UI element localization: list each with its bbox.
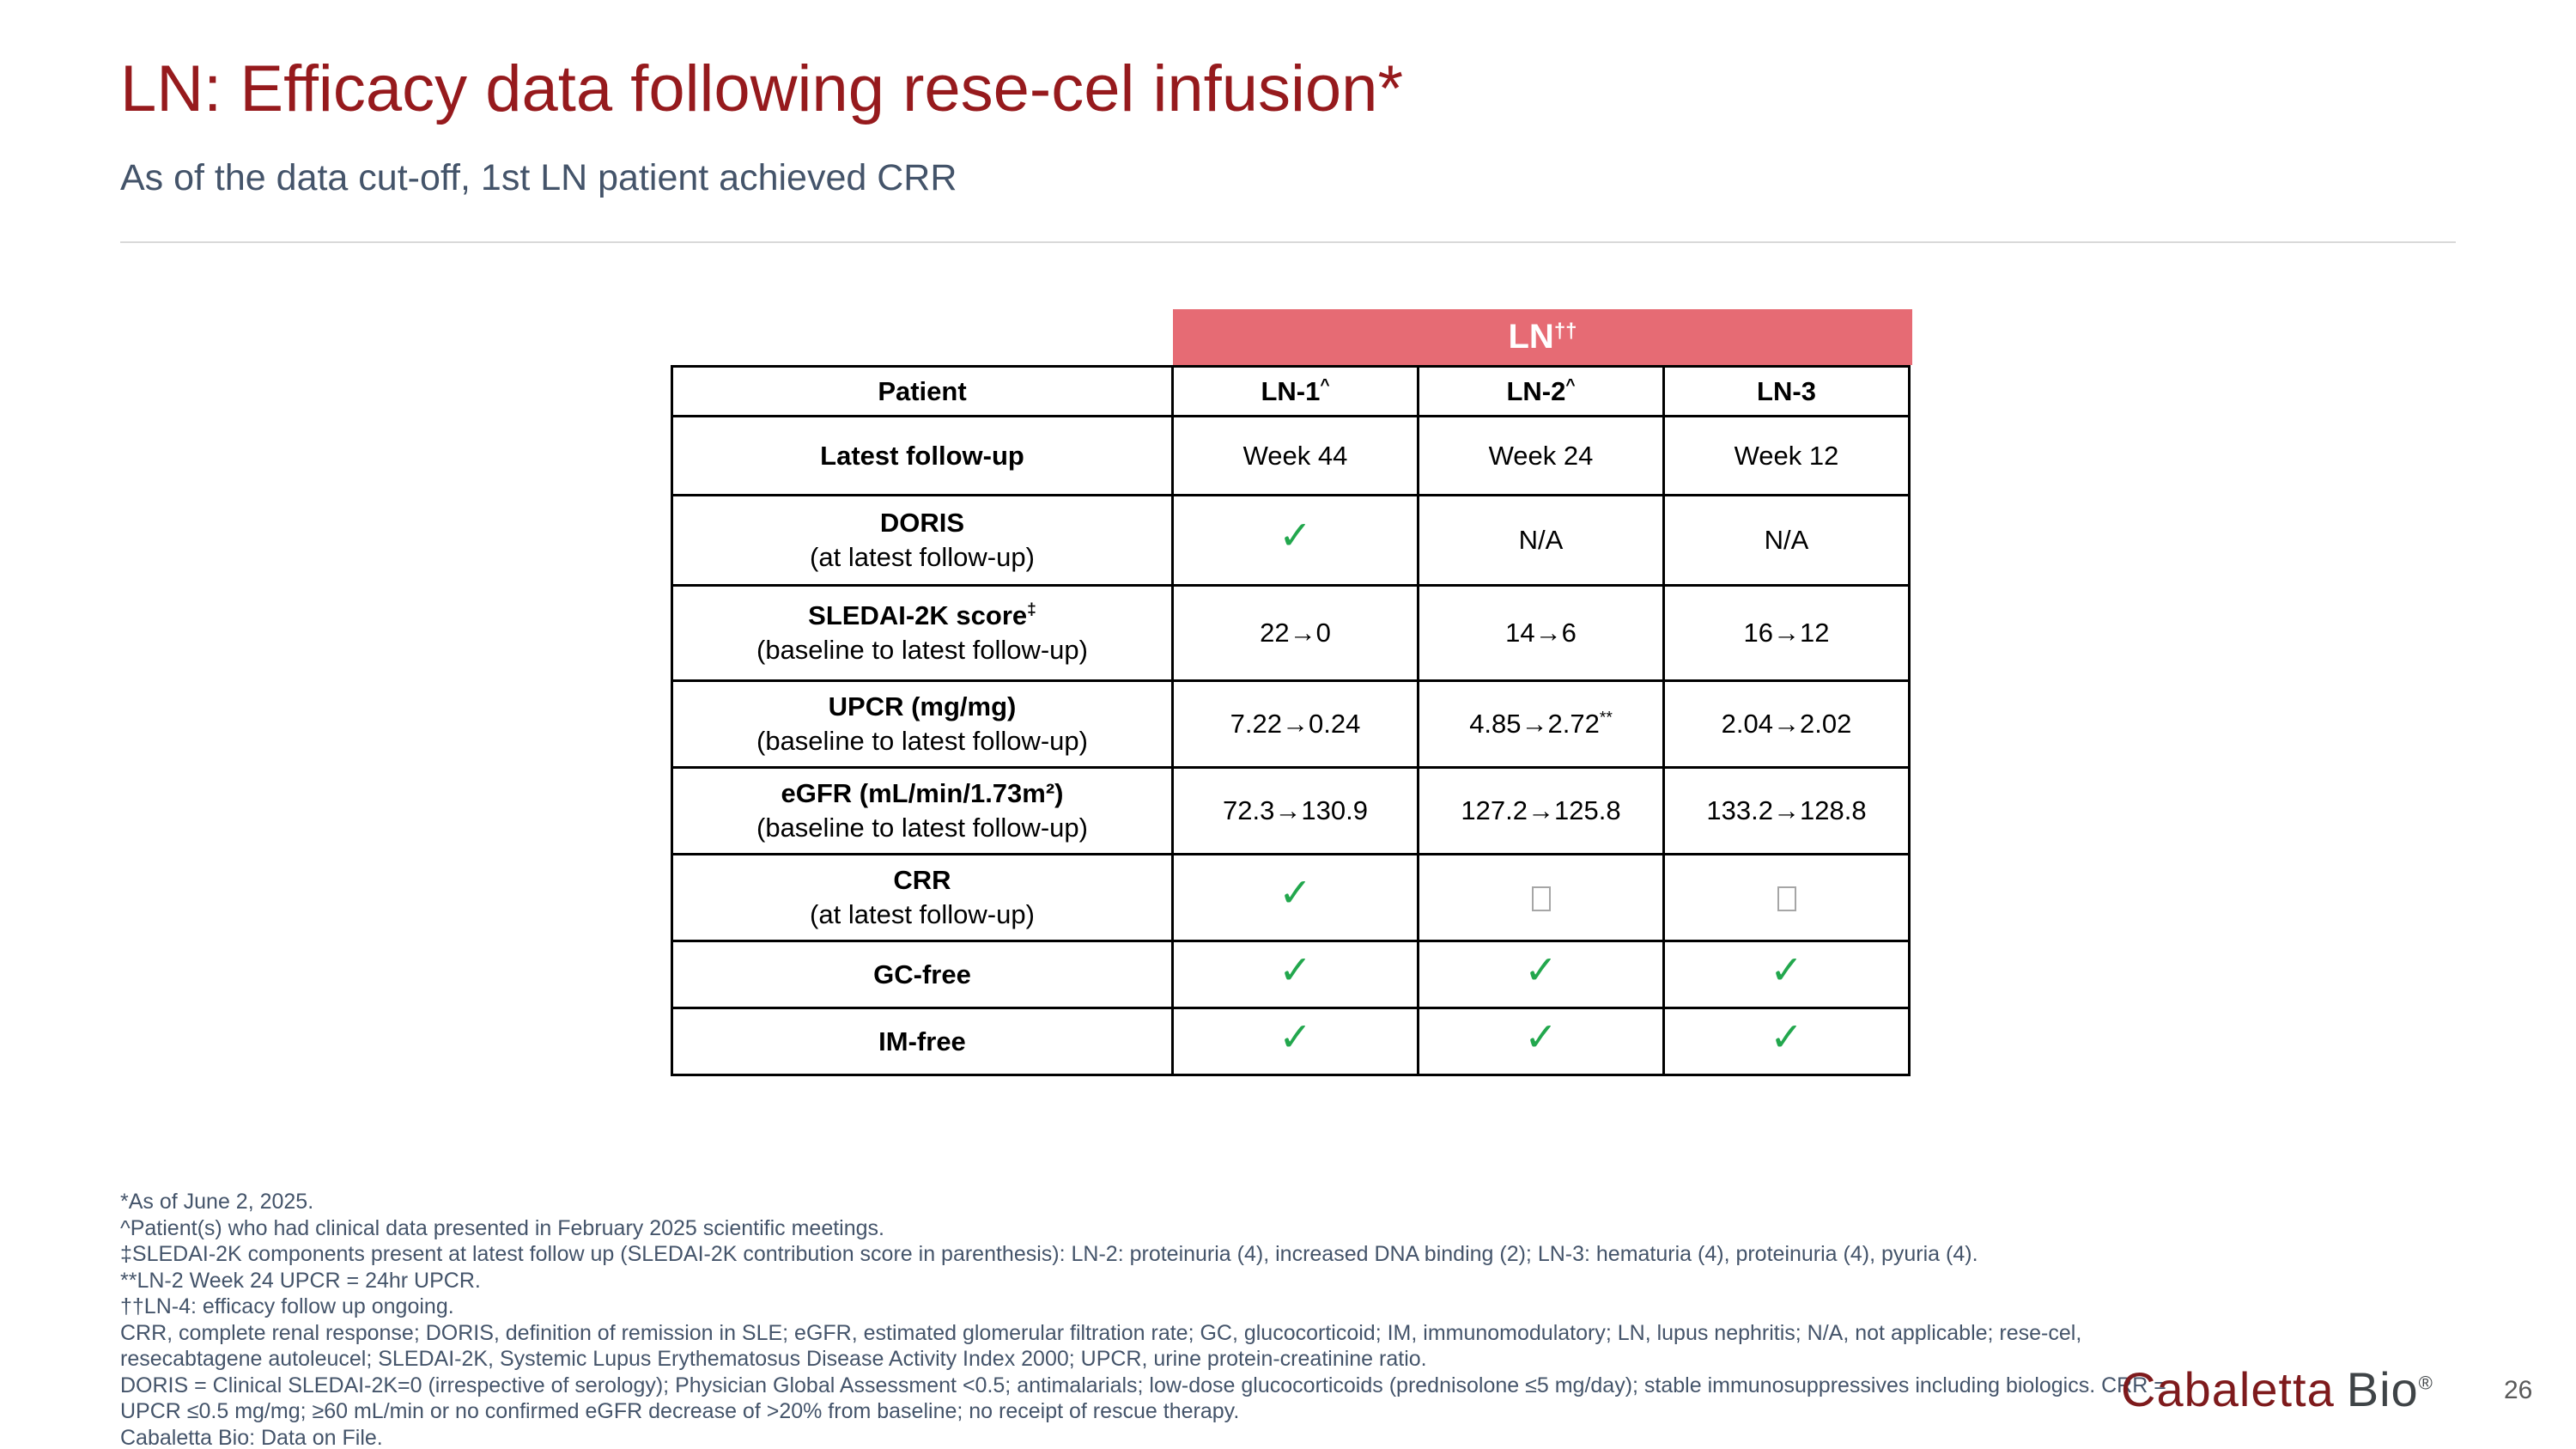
slide-subtitle: As of the data cut-off, 1st LN patient a… xyxy=(120,157,957,198)
check-icon: ✓ xyxy=(1524,947,1558,992)
cell-value-sup: ** xyxy=(1599,709,1613,728)
row-label-text: eGFR (mL/min/1.73m²) xyxy=(781,778,1064,809)
row-sublabel-text: (baseline to latest follow-up) xyxy=(756,726,1088,756)
cell-ln3-doris: N/A xyxy=(1662,494,1911,587)
banner-label: LN xyxy=(1508,318,1554,356)
efficacy-table: Patient LN-1^ LN-2^ LN-3 Latest follow-u… xyxy=(671,365,1911,1076)
col-header-ln2-text: LN-2 xyxy=(1506,375,1566,406)
row-sublabel-text: (at latest follow-up) xyxy=(810,542,1035,572)
cell-ln3-upcr: 2.04→2.02 xyxy=(1662,679,1911,769)
row-label-crr: CRR (at latest follow-up) xyxy=(671,853,1174,942)
cell-ln3-gc-free: ✓ xyxy=(1662,940,1911,1009)
cell-ln3-crr xyxy=(1662,853,1911,942)
row-label-text: DORIS xyxy=(879,508,965,539)
table-group-header-ln: LN †† xyxy=(1173,309,1912,365)
row-label-text: UPCR (mg/mg) xyxy=(828,691,1017,722)
row-label-doris: DORIS (at latest follow-up) xyxy=(671,494,1174,587)
table-row-latest-follow-up: Latest follow-up Week 44 Week 24 Week 12 xyxy=(671,415,1911,496)
row-label-sledai: SLEDAI-2K score‡ (baseline to latest fol… xyxy=(671,584,1174,682)
cell-ln2-latest-follow-up: Week 24 xyxy=(1417,415,1665,496)
cell-ln1-egfr: 72.3→130.9 xyxy=(1171,766,1419,855)
row-sublabel-text: (at latest follow-up) xyxy=(810,899,1035,929)
row-label-latest-follow-up: Latest follow-up xyxy=(671,415,1174,496)
row-label-text: SLEDAI-2K score‡ xyxy=(678,599,1166,633)
table-row-gc-free: GC-free ✓ ✓ ✓ xyxy=(671,940,1911,1009)
col-header-patient: Patient xyxy=(671,365,1174,417)
table-header-row: Patient LN-1^ LN-2^ LN-3 xyxy=(671,365,1911,417)
page-number: 26 xyxy=(2504,1376,2533,1404)
row-label-main: SLEDAI-2K score xyxy=(808,600,1028,631)
cell-ln2-egfr: 127.2→125.8 xyxy=(1417,766,1665,855)
cell-value: 4.85→2.72 xyxy=(1469,709,1600,740)
empty-checkbox-icon xyxy=(1531,886,1551,912)
cell-ln2-upcr: 4.85→2.72** xyxy=(1417,679,1665,769)
footnote-line-3: ‡SLEDAI-2K components present at latest … xyxy=(120,1242,1978,1266)
row-sublabel-text: (baseline to latest follow-up) xyxy=(756,635,1088,665)
check-icon: ✓ xyxy=(1279,1014,1312,1059)
row-label-text: Latest follow-up xyxy=(820,440,1024,471)
page-title: LN: Efficacy data following rese-cel inf… xyxy=(120,52,1404,125)
table-row-crr: CRR (at latest follow-up) ✓ xyxy=(671,853,1911,942)
row-label-text: IM-free xyxy=(878,1026,966,1056)
footnote-line-4: **LN-2 Week 24 UPCR = 24hr UPCR. xyxy=(120,1268,481,1293)
row-label-text: CRR xyxy=(893,865,951,896)
efficacy-table-container: Patient LN-1^ LN-2^ LN-3 Latest follow-u… xyxy=(671,365,1911,1076)
cell-ln1-doris: ✓ xyxy=(1171,494,1419,587)
cell-ln2-sledai: 14→6 xyxy=(1417,584,1665,682)
cell-ln3-sledai: 16→12 xyxy=(1662,584,1911,682)
row-label-sup: ‡ xyxy=(1027,601,1036,619)
cell-ln1-im-free: ✓ xyxy=(1171,1007,1419,1076)
header-divider xyxy=(120,241,2456,243)
cell-ln1-gc-free: ✓ xyxy=(1171,940,1419,1009)
logo-text-cabaletta: Cabaletta xyxy=(2121,1362,2335,1416)
check-icon: ✓ xyxy=(1524,1014,1558,1059)
empty-checkbox-icon xyxy=(1777,886,1796,912)
col-header-ln1-sup: ^ xyxy=(1320,376,1330,395)
table-row-doris: DORIS (at latest follow-up) ✓ N/A N/A xyxy=(671,494,1911,587)
registered-trademark-icon: ® xyxy=(2418,1372,2433,1394)
cell-ln2-crr xyxy=(1417,853,1665,942)
cell-ln2-im-free: ✓ xyxy=(1417,1007,1665,1076)
cell-ln1-sledai: 22→0 xyxy=(1171,584,1419,682)
cell-ln1-crr: ✓ xyxy=(1171,853,1419,942)
footnote-line-6: CRR, complete renal response; DORIS, def… xyxy=(120,1320,2082,1372)
cell-ln2-doris: N/A xyxy=(1417,494,1665,587)
check-icon: ✓ xyxy=(1770,1014,1803,1059)
footnote-line-5: ††LN-4: efficacy follow up ongoing. xyxy=(120,1294,454,1318)
row-label-egfr: eGFR (mL/min/1.73m²) (baseline to latest… xyxy=(671,766,1174,855)
table-row-im-free: IM-free ✓ ✓ ✓ xyxy=(671,1007,1911,1076)
footnote-line-7: DORIS = Clinical SLEDAI-2K=0 (irrespecti… xyxy=(120,1373,2166,1424)
col-header-ln3-text: LN-3 xyxy=(1757,375,1816,406)
col-header-ln2: LN-2^ xyxy=(1417,365,1665,417)
footnote-line-1: *As of June 2, 2025. xyxy=(120,1190,314,1214)
row-sublabel-text: (baseline to latest follow-up) xyxy=(756,813,1088,843)
row-label-gc-free: GC-free xyxy=(671,940,1174,1009)
cell-ln3-latest-follow-up: Week 12 xyxy=(1662,415,1911,496)
col-header-ln3: LN-3 xyxy=(1662,365,1911,417)
col-header-ln2-sup: ^ xyxy=(1565,376,1576,395)
row-label-upcr: UPCR (mg/mg) (baseline to latest follow-… xyxy=(671,679,1174,769)
row-label-im-free: IM-free xyxy=(671,1007,1174,1076)
table-row-egfr: eGFR (mL/min/1.73m²) (baseline to latest… xyxy=(671,766,1911,855)
col-header-ln1-text: LN-1 xyxy=(1261,375,1321,406)
cabaletta-bio-logo: Cabaletta Bio® xyxy=(2121,1361,2433,1417)
footnote-line-8: Cabaletta Bio: Data on File. xyxy=(120,1425,383,1449)
footnote-line-2: ^Patient(s) who had clinical data presen… xyxy=(120,1215,884,1240)
footnotes: *As of June 2, 2025. ^Patient(s) who had… xyxy=(120,1189,2177,1449)
check-icon: ✓ xyxy=(1279,947,1312,992)
check-icon: ✓ xyxy=(1770,947,1803,992)
cell-ln2-gc-free: ✓ xyxy=(1417,940,1665,1009)
table-row-sledai: SLEDAI-2K score‡ (baseline to latest fol… xyxy=(671,584,1911,682)
cell-ln3-egfr: 133.2→128.8 xyxy=(1662,766,1911,855)
col-header-ln1: LN-1^ xyxy=(1171,365,1419,417)
check-icon: ✓ xyxy=(1279,513,1312,558)
table-row-upcr: UPCR (mg/mg) (baseline to latest follow-… xyxy=(671,679,1911,769)
logo-text-bio: Bio xyxy=(2346,1362,2419,1416)
row-label-text: GC-free xyxy=(873,959,971,989)
cell-ln3-im-free: ✓ xyxy=(1662,1007,1911,1076)
check-icon: ✓ xyxy=(1279,870,1312,916)
cell-ln1-upcr: 7.22→0.24 xyxy=(1171,679,1419,769)
cell-ln1-latest-follow-up: Week 44 xyxy=(1171,415,1419,496)
